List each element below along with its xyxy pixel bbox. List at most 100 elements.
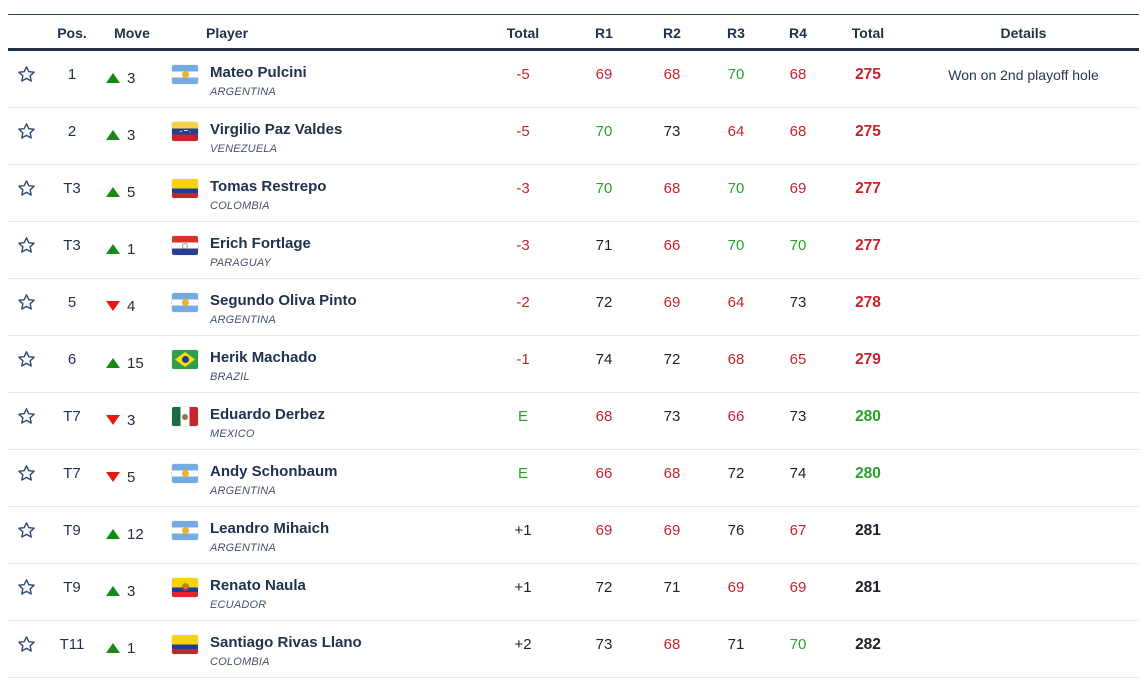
favorite-star-icon[interactable] [16, 463, 37, 484]
score-r2: 69 [663, 294, 681, 311]
position: 2 [67, 123, 77, 140]
score-total: 278 [855, 294, 881, 311]
player-country: ARGENTINA [210, 542, 276, 554]
player-country: MEXICO [210, 428, 255, 440]
move: 5 [96, 450, 168, 489]
position: T3 [63, 237, 81, 254]
table-row[interactable]: T9 3 Renato Naula ECUADOR +1 72 71 69 69… [8, 564, 1139, 621]
flag-argentina [172, 464, 198, 483]
favorite-star-icon[interactable] [16, 121, 37, 142]
player-country: ARGENTINA [210, 314, 276, 326]
move: 1 [96, 222, 168, 261]
player-name: Eduardo Derbez [210, 406, 326, 423]
table-row[interactable]: 2 3 Virgilio Paz Valdes VENEZUELA -5 70 … [8, 108, 1139, 165]
score-to-par: -2 [516, 294, 530, 311]
player-cell: Tomas Restrepo COLOMBIA [168, 165, 478, 221]
header-r4: R4 [789, 24, 807, 41]
favorite-star-icon[interactable] [16, 406, 37, 427]
score-r3: 70 [727, 66, 745, 83]
player-cell: Renato Naula ECUADOR [168, 564, 478, 620]
table-row[interactable]: 1 3 Mateo Pulcini ARGENTINA -5 69 68 70 … [8, 51, 1139, 108]
player-country: BRAZIL [210, 371, 250, 383]
player-name: Andy Schonbaum [210, 463, 338, 480]
move: 15 [96, 336, 168, 375]
score-r4: 68 [789, 123, 807, 140]
table-row[interactable]: 6 15 Herik Machado BRAZIL -1 74 72 68 65… [8, 336, 1139, 393]
player-country: COLOMBIA [210, 200, 270, 212]
move-value: 3 [127, 411, 136, 429]
score-r3: 68 [727, 351, 745, 368]
score-to-par: -3 [516, 180, 530, 197]
favorite-star-icon[interactable] [16, 349, 37, 370]
move-value: 4 [127, 297, 136, 315]
move: 3 [96, 393, 168, 432]
table-row[interactable]: T11 1 Santiago Rivas Llano COLOMBIA +2 7… [8, 621, 1139, 678]
score-r3: 70 [727, 180, 745, 197]
move: 5 [96, 165, 168, 204]
score-r1: 66 [595, 465, 613, 482]
flag-argentina [172, 293, 198, 312]
score-to-par: +2 [514, 636, 532, 653]
flag-colombia [172, 635, 198, 654]
header-total-to-par: Total [506, 24, 540, 41]
table-row[interactable]: 5 4 Segundo Oliva Pinto ARGENTINA -2 72 … [8, 279, 1139, 336]
favorite-star-icon[interactable] [16, 577, 37, 598]
move-value: 1 [127, 240, 136, 258]
score-r3: 69 [727, 579, 745, 596]
score-r4: 65 [789, 351, 807, 368]
leaderboard-rows: 1 3 Mateo Pulcini ARGENTINA -5 69 68 70 … [8, 51, 1139, 678]
favorite-star-icon[interactable] [16, 520, 37, 541]
move: 4 [96, 279, 168, 318]
details: Won on 2nd playoff hole [948, 67, 1099, 83]
position: T7 [63, 408, 81, 425]
score-r4: 70 [789, 237, 807, 254]
position: T9 [63, 579, 81, 596]
position: T3 [63, 180, 81, 197]
player-cell: Segundo Oliva Pinto ARGENTINA [168, 279, 478, 335]
favorite-star-icon[interactable] [16, 292, 37, 313]
move-up-icon [106, 73, 120, 83]
score-to-par: E [517, 465, 528, 482]
favorite-star-icon[interactable] [16, 64, 37, 85]
score-r4: 69 [789, 579, 807, 596]
table-row[interactable]: T3 1 Erich Fortlage PARAGUAY -3 71 66 70… [8, 222, 1139, 279]
leaderboard-table: Pos. Move Player Total R1 R2 R3 R4 Total… [8, 14, 1139, 678]
favorite-star-icon[interactable] [16, 235, 37, 256]
player-cell: Virgilio Paz Valdes VENEZUELA [168, 108, 478, 164]
position: T9 [63, 522, 81, 539]
player-country: ARGENTINA [210, 86, 276, 98]
table-row[interactable]: T7 5 Andy Schonbaum ARGENTINA E 66 68 72… [8, 450, 1139, 507]
table-row[interactable]: T3 5 Tomas Restrepo COLOMBIA -3 70 68 70… [8, 165, 1139, 222]
score-r3: 66 [727, 408, 745, 425]
score-r2: 71 [663, 579, 681, 596]
header-player: Player [206, 24, 249, 41]
position: 6 [67, 351, 77, 368]
score-r1: 69 [595, 522, 613, 539]
player-name: Mateo Pulcini [210, 64, 307, 81]
score-to-par: -1 [516, 351, 530, 368]
score-r3: 70 [727, 237, 745, 254]
player-name: Herik Machado [210, 349, 317, 366]
player-cell: Leandro Mihaich ARGENTINA [168, 507, 478, 563]
details [908, 336, 1139, 392]
score-r1: 71 [595, 237, 613, 254]
header-r3: R3 [727, 24, 745, 41]
details [908, 621, 1139, 677]
move-up-icon [106, 586, 120, 596]
score-r1: 70 [595, 180, 613, 197]
score-r4: 73 [789, 408, 807, 425]
score-to-par: +1 [514, 522, 532, 539]
score-total: 275 [855, 123, 881, 140]
score-r4: 73 [789, 294, 807, 311]
score-r1: 68 [595, 408, 613, 425]
position: T11 [59, 636, 85, 653]
flag-mexico [172, 407, 198, 426]
score-r3: 64 [727, 294, 745, 311]
favorite-star-icon[interactable] [16, 634, 37, 655]
score-to-par: -5 [516, 123, 530, 140]
table-row[interactable]: T7 3 Eduardo Derbez MEXICO E 68 73 66 73… [8, 393, 1139, 450]
flag-ecuador [172, 578, 198, 597]
table-row[interactable]: T9 12 Leandro Mihaich ARGENTINA +1 69 69… [8, 507, 1139, 564]
favorite-star-icon[interactable] [16, 178, 37, 199]
move-value: 1 [127, 639, 136, 657]
